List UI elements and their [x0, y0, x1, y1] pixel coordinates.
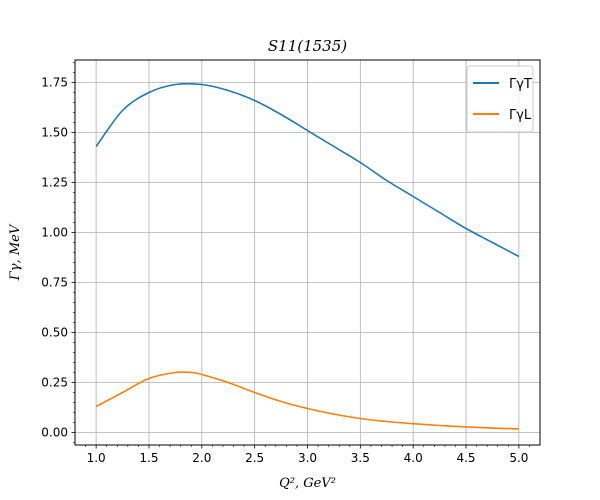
y-tick-label: 0.00: [41, 426, 68, 440]
y-tick-label: 1.75: [41, 76, 68, 90]
x-tick-label: 1.5: [139, 451, 158, 465]
axis-ticks: [71, 62, 530, 449]
x-tick-label: 2.5: [245, 451, 264, 465]
x-tick-label: 4.5: [456, 451, 475, 465]
x-tick-label: 4.0: [404, 451, 423, 465]
tick-labels: 1.0 1.5 2.0 2.5 3.0 3.5 4.0 4.5 5.0 0.00 0.25 0.50 0…: [41, 76, 528, 466]
y-tick-label: 1.50: [41, 126, 68, 140]
series-line-transverse: [95, 82, 520, 258]
y-tick-label: 1.00: [41, 226, 68, 240]
x-tick-label: 5.0: [509, 451, 528, 465]
x-tick-label: 1.0: [87, 451, 106, 465]
series-line-longitudinal: [95, 371, 519, 430]
x-tick-label: 3.5: [351, 451, 370, 465]
y-tick-label: 0.25: [41, 376, 68, 390]
x-tick-label: 3.0: [298, 451, 317, 465]
y-axis-title: Γγ, MeV: [8, 223, 23, 281]
legend: ΓγT ΓγL: [466, 65, 534, 133]
y-tick-label: 0.50: [41, 326, 68, 340]
y-tick-label: 1.25: [41, 176, 68, 190]
legend-label-transverse: ΓγT: [509, 77, 532, 92]
x-axis-title: Q², GeV²: [279, 476, 336, 491]
series-lines: [95, 82, 520, 430]
chart-title: S11(1535): [268, 37, 347, 55]
y-tick-label: 0.75: [41, 276, 68, 290]
legend-label-longitudinal: ΓγL: [509, 108, 532, 123]
x-tick-label: 2.0: [192, 451, 211, 465]
